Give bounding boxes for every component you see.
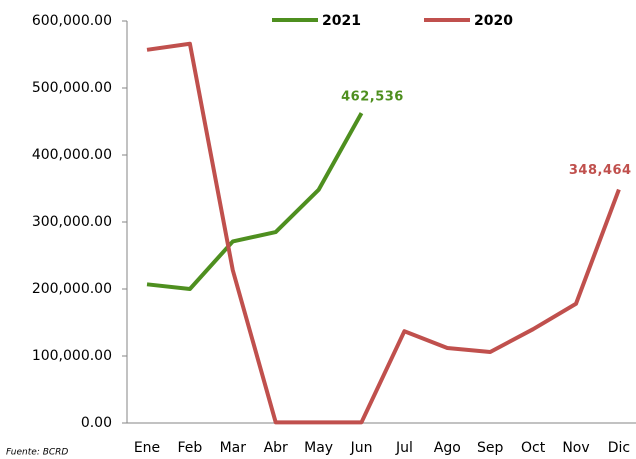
y-tick-label: 100,000.00: [32, 348, 112, 364]
x-tick-label: Ago: [434, 440, 461, 456]
x-tick-label: Abr: [264, 440, 288, 456]
x-tick-label: May: [304, 440, 333, 456]
source-note: Fuente: BCRD: [6, 448, 68, 458]
y-tick-label: 600,000.00: [32, 13, 112, 29]
series-line: [146, 41, 621, 425]
y-tick-label: 200,000.00: [32, 281, 112, 297]
x-tick-label: Jul: [395, 440, 413, 456]
series-line: [146, 112, 364, 291]
y-tick-label: 400,000.00: [32, 147, 112, 163]
x-tick-label: Nov: [562, 440, 589, 456]
x-tick-label: Dic: [608, 440, 630, 456]
x-tick-label: Mar: [220, 440, 247, 456]
legend-label: 2021: [322, 13, 361, 29]
data-label: 348,464: [569, 163, 632, 178]
legend-label: 2020: [474, 13, 513, 29]
y-tick-label: 0.00: [81, 415, 112, 431]
y-tick-label: 500,000.00: [32, 80, 112, 96]
y-tick-label: 300,000.00: [32, 214, 112, 230]
x-tick-label: Sep: [477, 440, 504, 456]
x-tick-label: Feb: [178, 440, 203, 456]
x-tick-label: Jun: [350, 440, 373, 456]
x-tick-label: Ene: [134, 440, 160, 456]
data-label: 462,536: [341, 90, 404, 105]
x-tick-label: Oct: [521, 440, 546, 456]
